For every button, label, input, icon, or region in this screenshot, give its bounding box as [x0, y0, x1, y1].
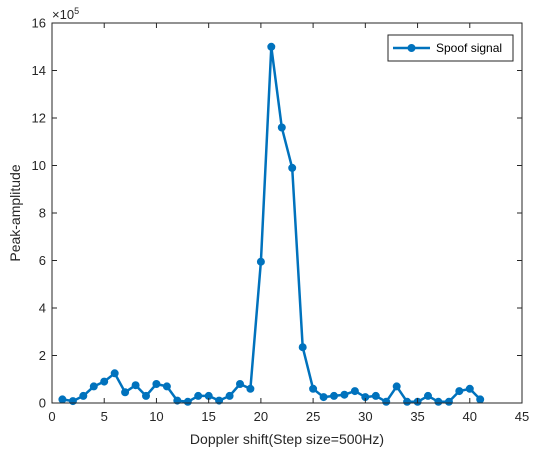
data-point	[403, 397, 412, 406]
x-tick-label: 35	[410, 409, 424, 424]
x-tick-label: 40	[463, 409, 477, 424]
x-tick-label: 0	[48, 409, 55, 424]
x-tick-label: 15	[201, 409, 215, 424]
data-point	[392, 382, 401, 391]
data-point	[194, 391, 203, 400]
y-tick-label: 14	[32, 63, 46, 78]
axes: 0 5 10 15 20 25 30 35 40 45 0 2 4 6 8 10 12 14 16	[32, 16, 530, 425]
data-point	[162, 382, 171, 391]
data-point	[455, 387, 464, 396]
data-point	[330, 391, 338, 400]
data-point	[236, 380, 244, 388]
data-point	[340, 390, 349, 399]
x-tick-label: 25	[306, 409, 320, 424]
data-point	[382, 397, 391, 406]
data-point	[215, 396, 224, 405]
data-point	[371, 391, 380, 400]
data-point	[58, 395, 67, 404]
data-point	[277, 123, 286, 132]
y-scale-exponent: ×105	[52, 6, 79, 22]
data-point	[89, 382, 98, 391]
data-point	[444, 397, 453, 406]
data-point	[142, 391, 150, 400]
y-axis-label: Peak-amplitude	[7, 164, 23, 261]
y-tick-label: 12	[32, 111, 46, 126]
data-point	[183, 397, 192, 406]
legend-marker	[407, 44, 416, 52]
y-scale-power: 5	[74, 6, 79, 16]
data-point	[267, 42, 276, 51]
data-point	[173, 396, 182, 405]
y-tick-label: 0	[39, 396, 46, 411]
data-point	[100, 377, 109, 386]
y-scale-multiplier: ×10	[52, 7, 74, 22]
data-point	[298, 343, 307, 352]
x-tick-label: 30	[358, 409, 372, 424]
y-tick-label: 8	[39, 206, 46, 221]
data-point	[476, 395, 485, 404]
y-tick-label: 16	[32, 16, 46, 31]
data-point	[68, 397, 77, 406]
x-tick-label: 45	[515, 409, 529, 424]
data-point	[246, 384, 255, 393]
data-point	[131, 381, 140, 390]
data-point	[350, 387, 359, 396]
y-tick-label: 4	[39, 301, 46, 316]
data-point	[465, 384, 474, 393]
data-point	[152, 380, 161, 388]
x-tick-label: 10	[149, 409, 163, 424]
data-point	[121, 388, 130, 397]
x-axis-label: Doppler shift(Step size=500Hz)	[190, 431, 384, 447]
data-point	[225, 391, 234, 400]
data-point	[110, 369, 119, 378]
plot-area	[52, 23, 522, 403]
y-tick-label: 10	[32, 158, 46, 173]
data-point	[319, 393, 328, 402]
data-point	[434, 397, 443, 406]
data-point	[79, 391, 88, 400]
data-point	[288, 163, 297, 172]
data-point	[424, 391, 432, 400]
legend-label: Spoof signal	[436, 41, 502, 55]
y-tick-label: 6	[39, 253, 46, 268]
x-tick-label: 20	[254, 409, 268, 424]
legend: Spoof signal	[387, 34, 514, 62]
data-point	[256, 257, 265, 266]
x-tick-label: 5	[101, 409, 108, 424]
y-tick-label: 2	[39, 348, 46, 363]
data-point	[309, 384, 318, 393]
